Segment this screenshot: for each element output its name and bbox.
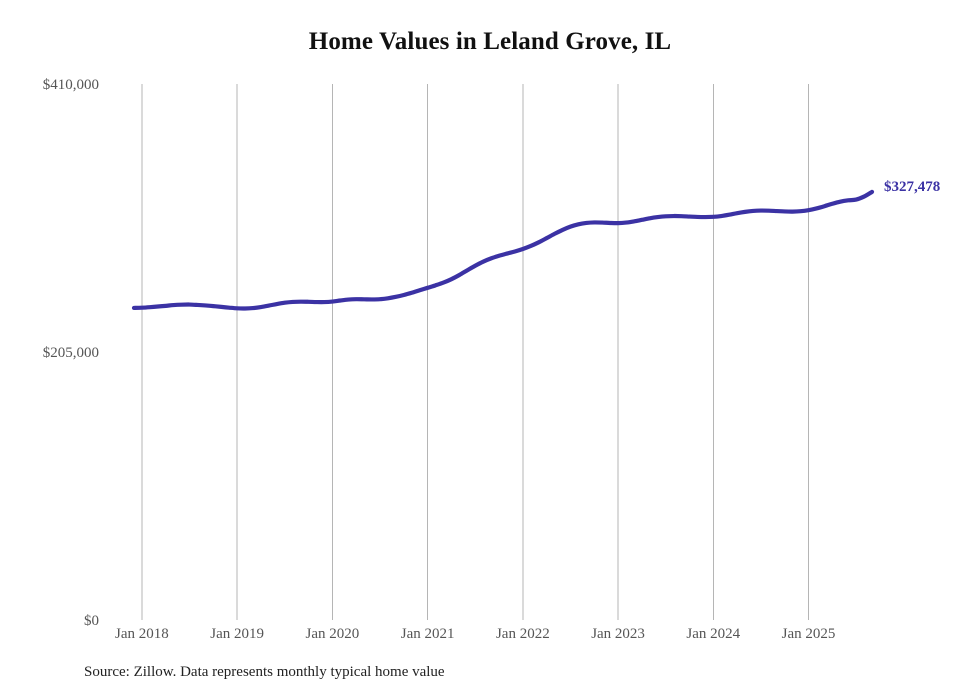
value-line-series [131, 189, 875, 311]
x-tick-label: Jan 2018 [115, 626, 169, 642]
x-tick-label: Jan 2023 [591, 626, 645, 642]
end-value-label: $327,478 [884, 179, 940, 195]
x-tick-label: Jan 2024 [686, 626, 740, 642]
y-tick-label: $0 [84, 613, 99, 629]
y-tick-label: $205,000 [43, 345, 99, 361]
x-tick-label: Jan 2025 [782, 626, 836, 642]
x-axis-tick-labels: Jan 2018 Jan 2019 Jan 2020 Jan 2021 Jan 2022… [115, 626, 835, 642]
x-tick-label: Jan 2021 [401, 626, 455, 642]
source-note: Source: Zillow. Data represents monthly … [84, 664, 445, 680]
x-tick-label: Jan 2019 [210, 626, 264, 642]
chart-title: Home Values in Leland Grove, IL [308, 28, 672, 55]
x-tick-label: Jan 2022 [496, 626, 550, 642]
gridlines-group [141, 84, 810, 620]
y-tick-label: $410,000 [43, 77, 99, 93]
y-axis-tick-labels: $0 $205,000 $410,000 [43, 77, 99, 629]
x-tick-label: Jan 2020 [306, 626, 360, 642]
